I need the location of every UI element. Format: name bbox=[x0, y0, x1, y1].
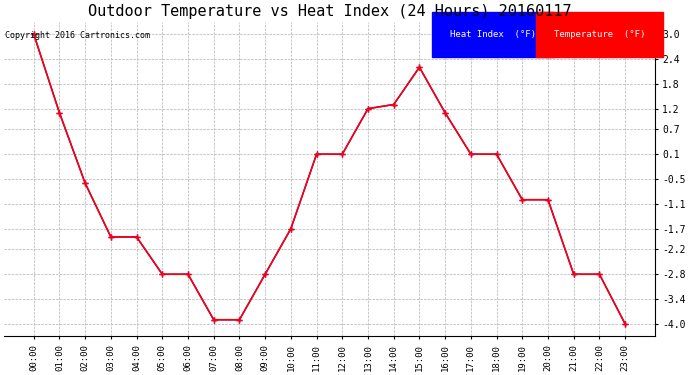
Text: Heat Index  (°F): Heat Index (°F) bbox=[450, 30, 535, 39]
Title: Outdoor Temperature vs Heat Index (24 Hours) 20160117: Outdoor Temperature vs Heat Index (24 Ho… bbox=[88, 4, 571, 19]
Text: Temperature  (°F): Temperature (°F) bbox=[554, 30, 645, 39]
Text: Copyright 2016 Cartronics.com: Copyright 2016 Cartronics.com bbox=[6, 31, 150, 40]
